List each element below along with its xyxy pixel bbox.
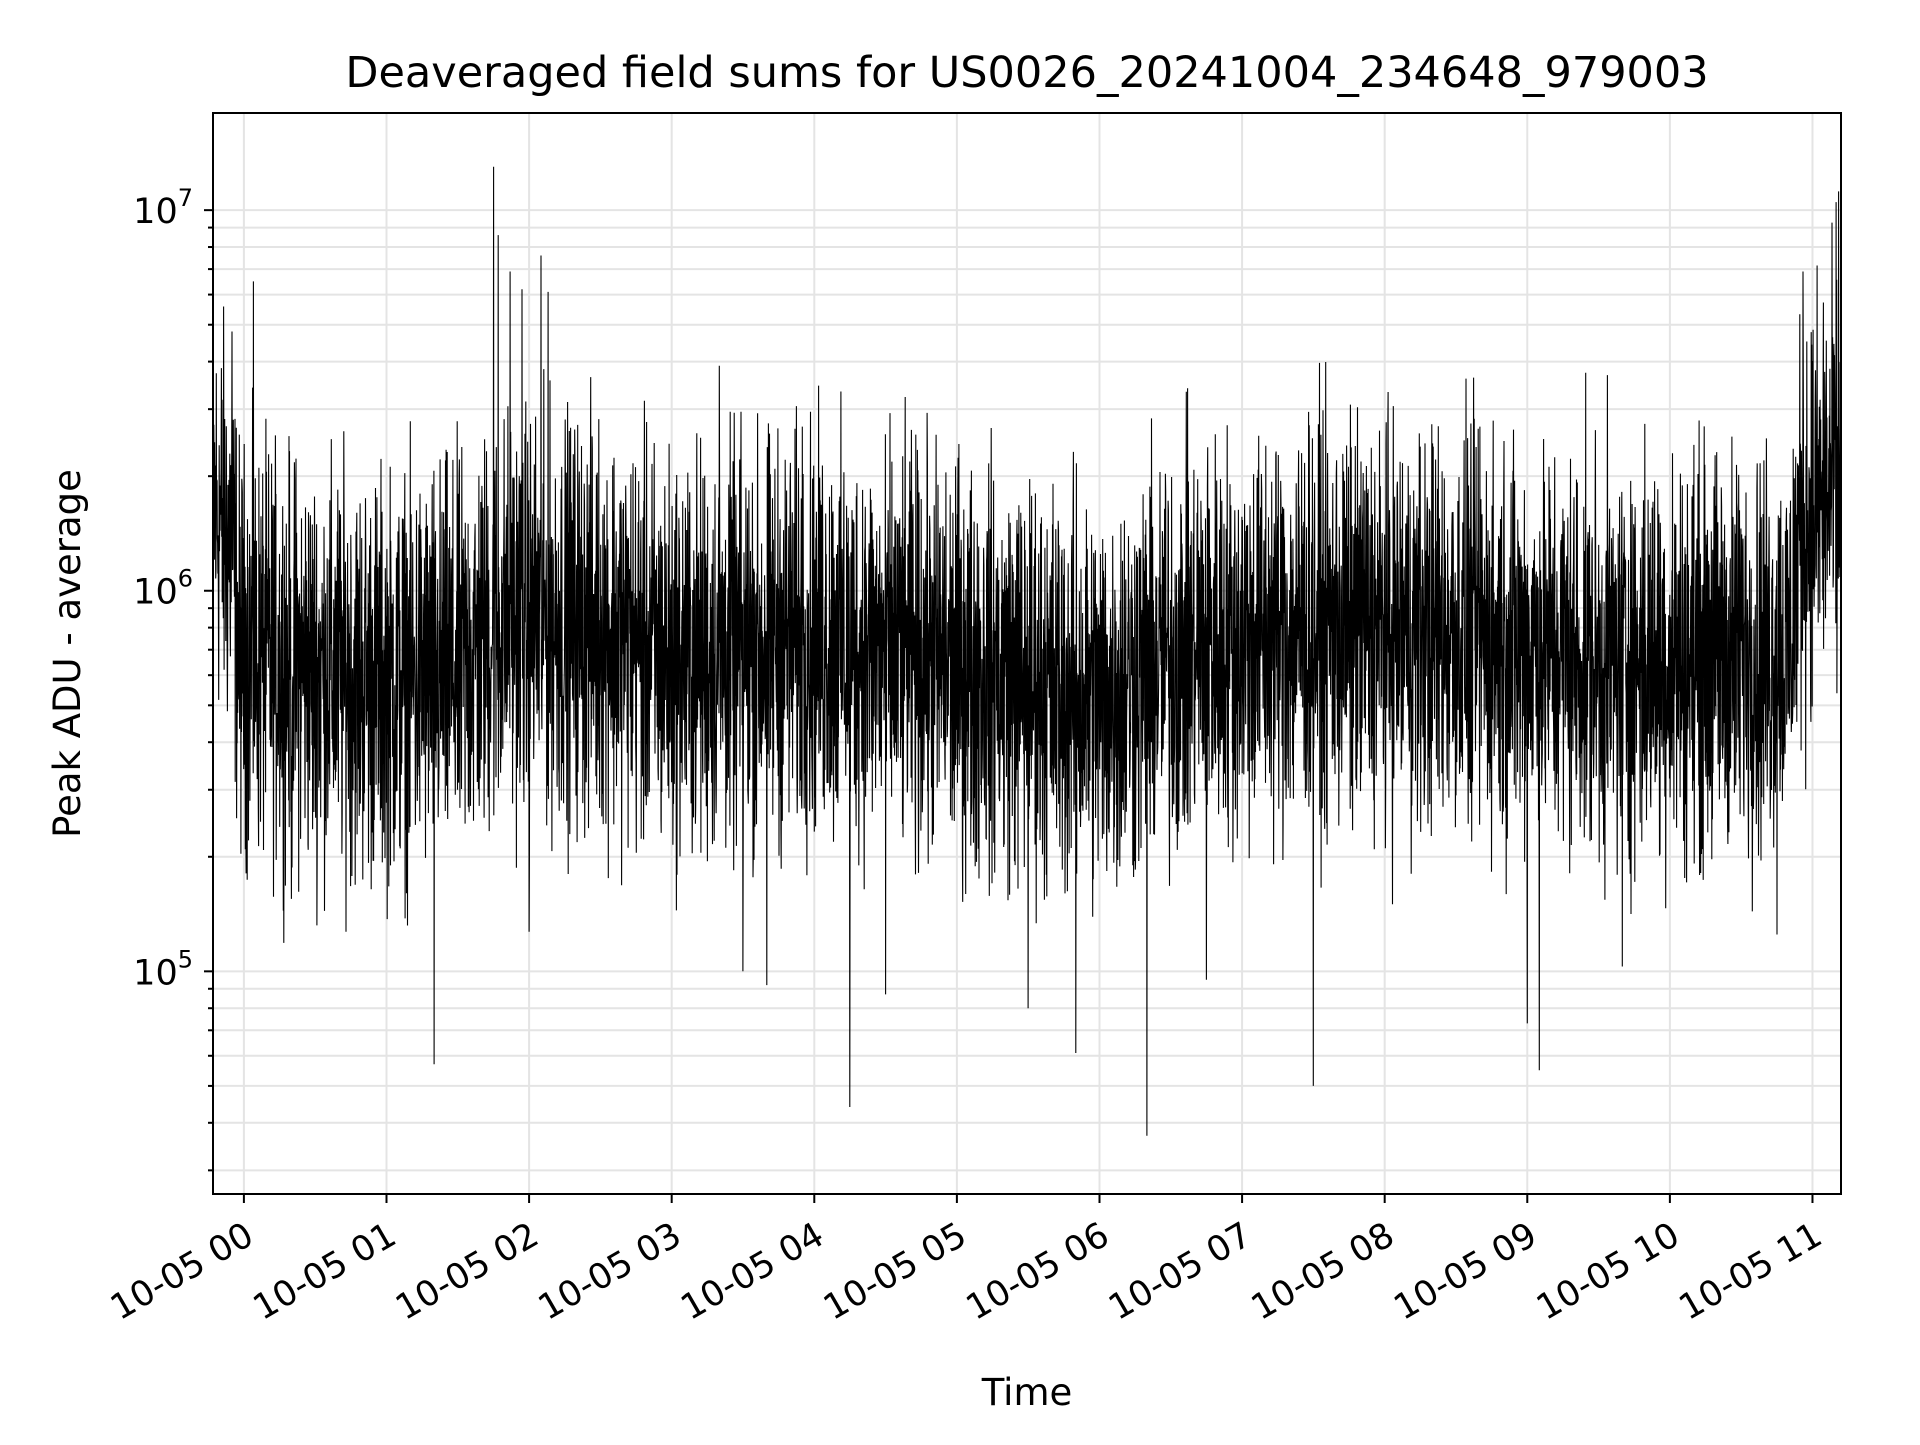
data-series bbox=[212, 166, 1842, 1136]
x-axis-label: Time bbox=[981, 1371, 1073, 1414]
y-tick-label: 105 bbox=[133, 945, 193, 993]
plot-frame bbox=[212, 112, 1842, 1195]
series-line bbox=[212, 166, 1842, 1136]
y-tick-label: 106 bbox=[133, 565, 193, 613]
y-axis-label: Peak ADU - average bbox=[46, 469, 89, 838]
y-tick-label: 107 bbox=[133, 184, 193, 232]
chart-title: Deaveraged field sums for US0026_2024100… bbox=[345, 48, 1708, 98]
